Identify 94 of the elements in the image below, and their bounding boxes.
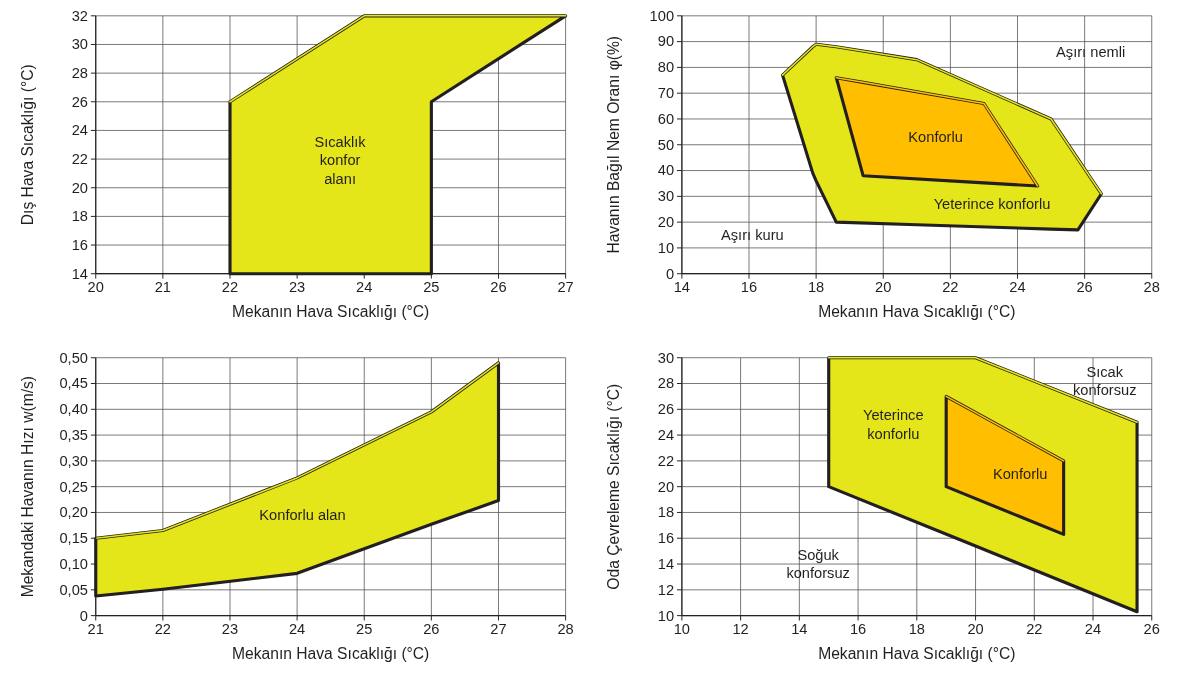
y-tick-label: 16 — [71, 236, 88, 253]
y-tick-label: 28 — [71, 65, 88, 82]
x-tick-label: 20 — [967, 621, 984, 638]
y-tick-label: 18 — [657, 504, 675, 521]
x-axis-title: Mekanın Hava Sıcaklığı (°C) — [232, 644, 430, 662]
x-tick-label: 28 — [557, 621, 574, 638]
y-tick-label: 20 — [657, 214, 675, 231]
annotation: Sıcak konforsuz — [1073, 363, 1137, 399]
y-tick-label: 0,25 — [59, 478, 88, 495]
y-tick-label: 10 — [657, 607, 675, 624]
x-tick-label: 14 — [673, 279, 691, 296]
x-tick-label: 24 — [1084, 621, 1102, 638]
y-tick-label: 0,30 — [59, 452, 88, 469]
y-tick-label: 32 — [71, 7, 88, 24]
x-tick-label: 23 — [221, 621, 239, 638]
x-tick-label: 28 — [1143, 279, 1160, 296]
y-tick-label: 20 — [657, 478, 675, 495]
y-tick-label: 22 — [657, 452, 675, 469]
y-tick-label: 0 — [665, 265, 675, 282]
y-axis-title: Dış Hava Sıcaklığı (°C) — [19, 64, 37, 226]
x-tick-label: 26 — [1076, 279, 1093, 296]
x-tick-label: 27 — [490, 621, 507, 638]
y-tick-label: 14 — [657, 555, 675, 572]
y-tick-label: 26 — [71, 93, 88, 110]
x-tick-label: 20 — [87, 279, 104, 296]
x-tick-label: 26 — [423, 621, 440, 638]
annotation: Konforlu — [908, 128, 963, 145]
annotation: Aşırı kuru — [721, 226, 784, 243]
y-tick-label: 0,35 — [59, 426, 88, 443]
x-tick-label: 22 — [221, 279, 239, 296]
x-tick-label: 12 — [732, 621, 749, 638]
x-tick-label: 21 — [87, 621, 104, 638]
y-tick-label: 24 — [71, 122, 88, 139]
y-tick-label: 70 — [657, 85, 675, 102]
y-tick-label: 90 — [657, 33, 675, 50]
x-tick-label: 26 — [490, 279, 507, 296]
y-tick-label: 30 — [657, 188, 675, 205]
x-tick-label: 21 — [154, 279, 172, 296]
x-tick-label: 22 — [1026, 621, 1043, 638]
y-tick-label: 100 — [649, 7, 675, 24]
x-tick-label: 23 — [288, 279, 306, 296]
annotation: Yeterince konforlu — [933, 195, 1051, 212]
x-tick-label: 24 — [1009, 279, 1026, 296]
y-tick-label: 0 — [79, 607, 88, 624]
x-tick-label: 14 — [791, 621, 808, 638]
y-tick-label: 0,50 — [59, 349, 88, 366]
x-axis-title: Mekanın Hava Sıcaklığı (°C) — [232, 302, 430, 320]
y-tick-label: 22 — [71, 150, 88, 167]
x-tick-label: 16 — [740, 279, 758, 296]
y-tick-label: 0,45 — [59, 375, 88, 392]
x-tick-label: 22 — [154, 621, 172, 638]
y-tick-label: 80 — [657, 59, 675, 76]
y-tick-label: 24 — [657, 426, 675, 443]
y-tick-label: 30 — [657, 349, 675, 366]
x-axis-title: Mekanın Hava Sıcaklığı (°C) — [818, 302, 1016, 320]
y-tick-label: 30 — [71, 36, 88, 53]
x-tick-label: 27 — [557, 279, 574, 296]
y-axis-title: Mekandaki Havanın Hızı w(m/s) — [19, 375, 37, 598]
x-tick-label: 24 — [356, 279, 373, 296]
y-tick-label: 16 — [657, 530, 675, 547]
annotation: Yeterince konforlu — [863, 407, 924, 442]
x-tick-label: 10 — [673, 621, 691, 638]
annotation: Konforlu alan — [259, 506, 346, 523]
x-tick-label: 18 — [807, 279, 825, 296]
x-tick-label: 25 — [423, 279, 440, 296]
y-tick-label: 0,40 — [59, 401, 88, 418]
y-tick-label: 12 — [657, 581, 675, 598]
x-tick-label: 18 — [908, 621, 925, 638]
x-axis-title: Mekanın Hava Sıcaklığı (°C) — [818, 644, 1016, 662]
y-tick-label: 10 — [657, 239, 675, 256]
annotation: Konforlu — [992, 465, 1048, 482]
y-tick-label: 26 — [657, 401, 675, 418]
y-axis-title: Oda Çevreleme Sıcaklığı (°C) — [605, 383, 623, 590]
annotation: Sıcaklık konfor alanı — [314, 133, 367, 187]
x-tick-label: 22 — [942, 279, 959, 296]
x-tick-label: 24 — [288, 621, 306, 638]
y-tick-label: 40 — [657, 162, 675, 179]
y-tick-label: 20 — [71, 179, 88, 196]
x-tick-label: 25 — [356, 621, 373, 638]
y-tick-label: 0,15 — [59, 530, 88, 547]
y-tick-label: 14 — [71, 265, 88, 282]
x-tick-label: 20 — [875, 279, 892, 296]
y-tick-label: 0,20 — [59, 504, 88, 521]
annotation: Soğuk konforsuz — [786, 546, 850, 582]
y-tick-label: 60 — [657, 110, 675, 127]
x-tick-label: 26 — [1143, 621, 1160, 638]
y-tick-label: 28 — [657, 375, 675, 392]
annotation: Aşırı nemli — [1056, 43, 1126, 60]
y-tick-label: 18 — [71, 208, 88, 225]
y-tick-label: 0,05 — [59, 581, 88, 598]
y-axis-title: Havanın Bağıl Nem Oranı φ(%) — [605, 35, 623, 254]
x-tick-label: 16 — [849, 621, 867, 638]
y-tick-label: 0,10 — [59, 555, 88, 572]
y-tick-label: 50 — [657, 136, 675, 153]
